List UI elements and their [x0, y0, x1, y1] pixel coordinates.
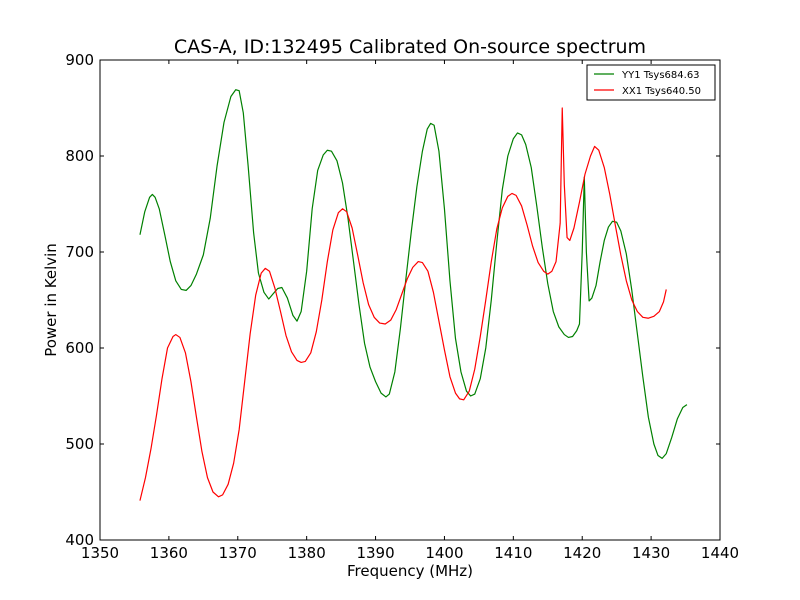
legend-box: [586, 64, 716, 101]
legend-label-xx1: XX1 Tsys640.50: [622, 86, 701, 97]
x-tick-label: 1410: [494, 544, 532, 562]
x-axis-label: Frequency (MHz): [347, 562, 473, 580]
x-tick-label: 1440: [701, 544, 739, 562]
x-tick-label: 1350: [81, 544, 119, 562]
x-tick-label: 1390: [356, 544, 394, 562]
x-tick-label: 1420: [563, 544, 601, 562]
legend: YY1 Tsys684.63 XX1 Tsys640.50: [586, 64, 716, 101]
y-tick-label: 400: [65, 531, 94, 549]
chart-title: CAS-A, ID:132495 Calibrated On-source sp…: [174, 36, 646, 58]
y-tick-label: 700: [65, 243, 94, 261]
y-tick-label: 500: [65, 435, 94, 453]
series-line-yy1: [139, 89, 688, 459]
x-tick-label: 1360: [150, 544, 188, 562]
x-tick-label: 1430: [632, 544, 670, 562]
y-axis-label: Power in Kelvin: [42, 243, 60, 357]
series-line-xx1: [139, 107, 667, 501]
plot-area-frame: [99, 59, 721, 541]
x-tick-label: 1400: [425, 544, 463, 562]
x-tick-label: 1380: [288, 544, 326, 562]
x-tick-label: 1370: [219, 544, 257, 562]
y-tick-label: 600: [65, 339, 94, 357]
legend-label-yy1: YY1 Tsys684.63: [621, 70, 700, 81]
y-tick-label: 900: [65, 51, 94, 69]
y-tick-label: 800: [65, 147, 94, 165]
